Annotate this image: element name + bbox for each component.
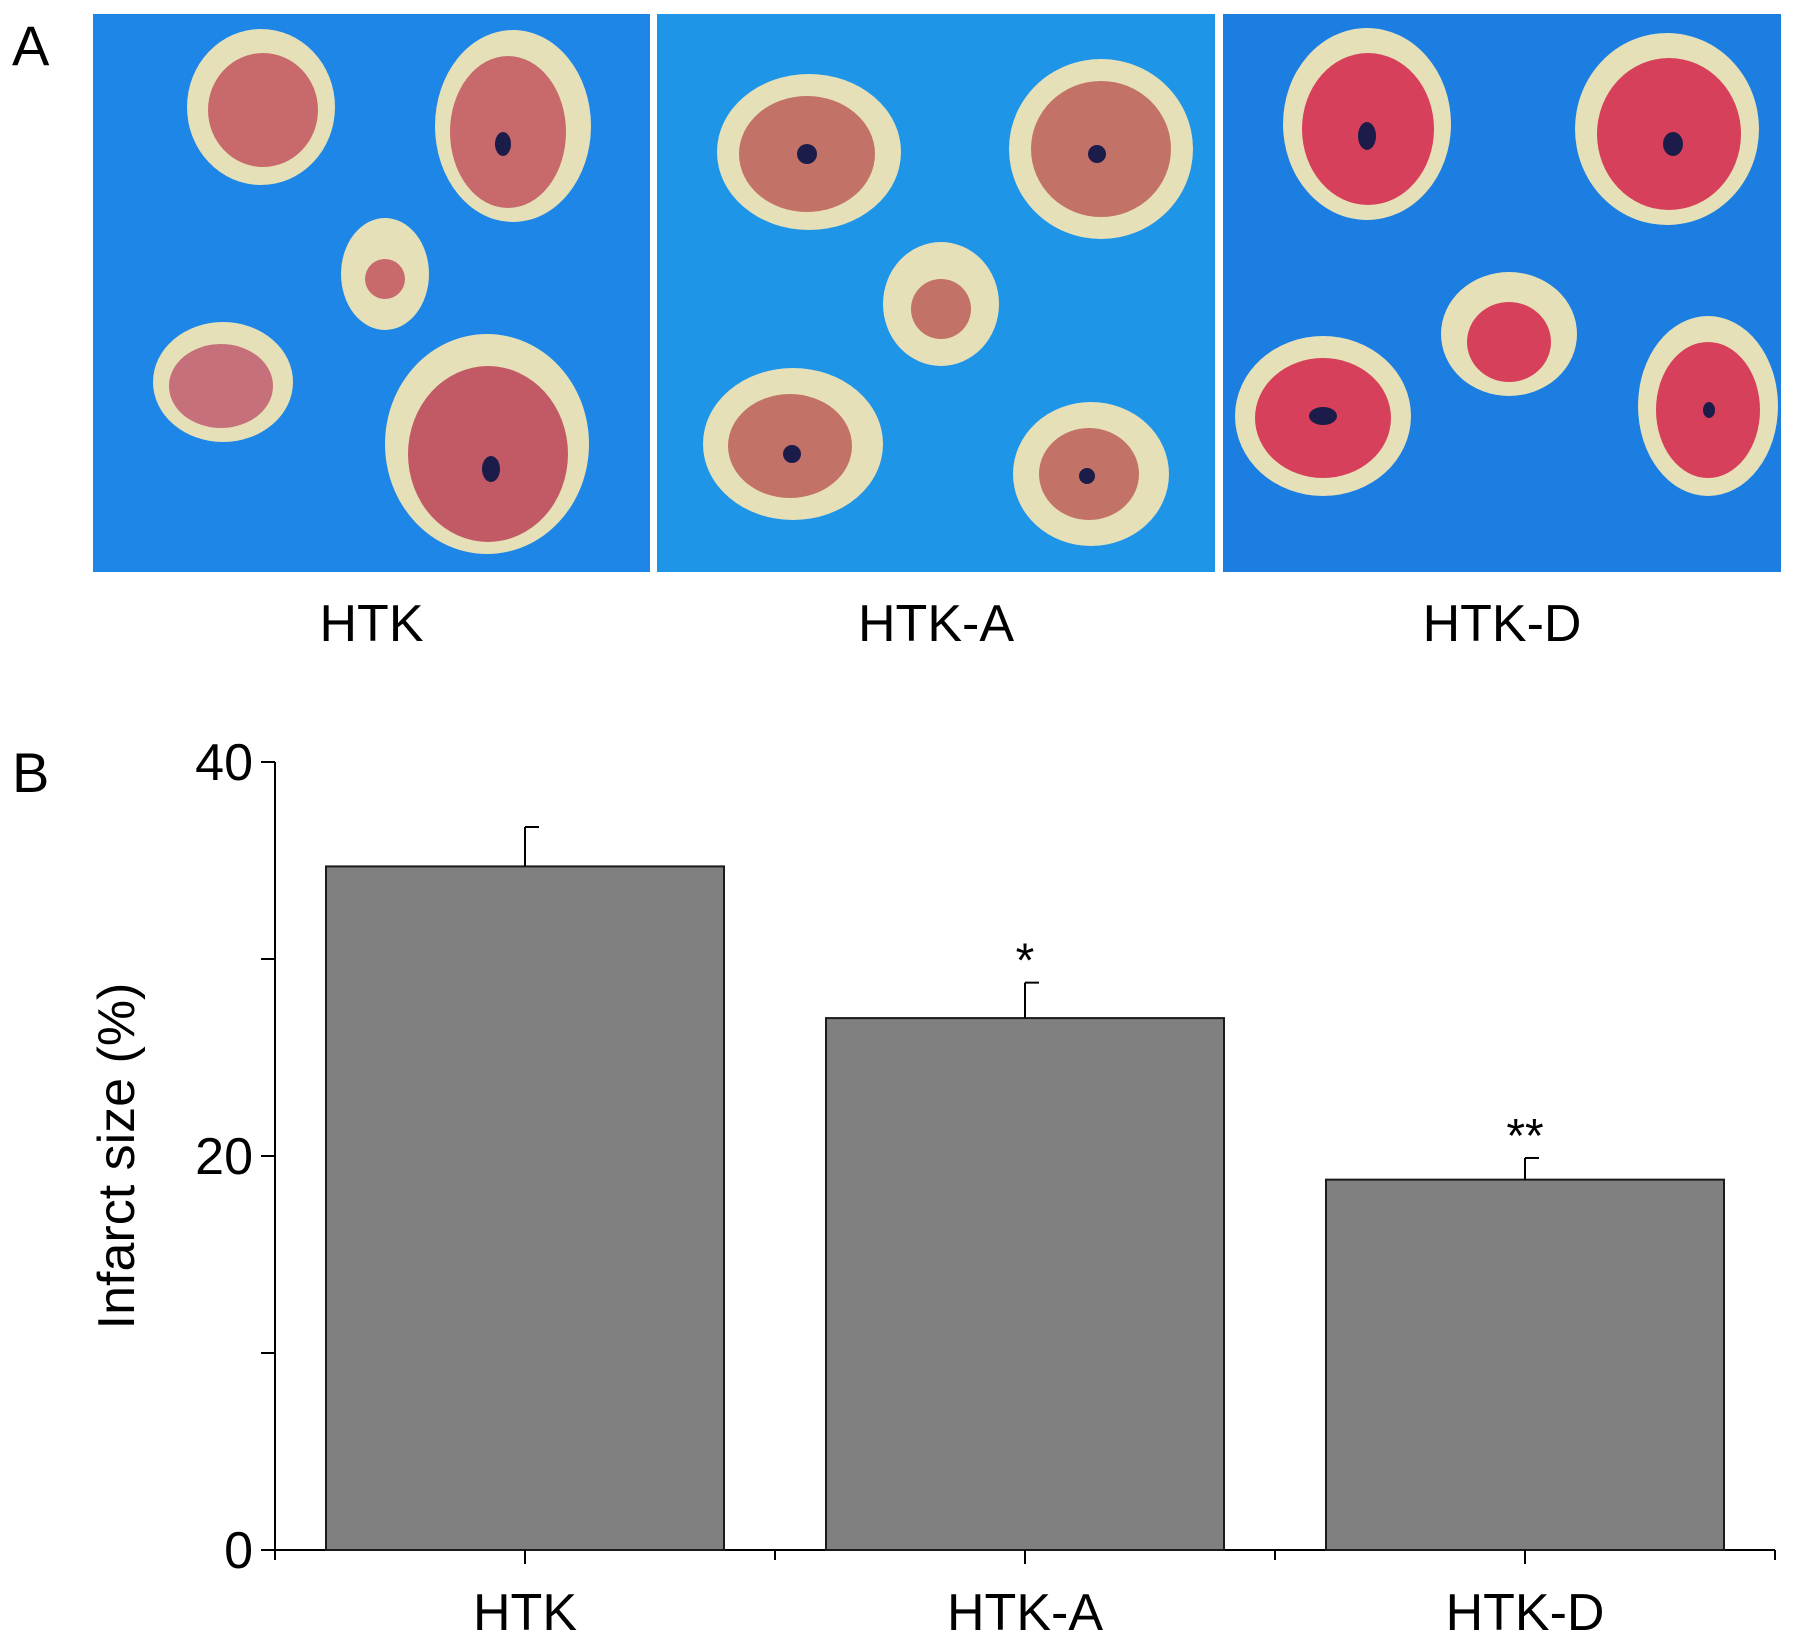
heart-slices-htk-d-image [1223,14,1781,572]
bar-htk-d [1325,1178,1725,1551]
y-tick-label: 0 [224,1522,253,1580]
x-tick-label: HTK-A [947,1584,1103,1642]
bar-htk-a [825,1017,1225,1552]
x-tick-label: HTK [473,1584,577,1642]
panel-b-label: B [12,741,50,804]
significance-marker: * [1016,935,1035,988]
photo-caption-htk: HTK [319,595,424,653]
bar-htk [325,865,725,1552]
heart-slices-htk-a-image [657,14,1215,572]
photo-htk-a [657,14,1215,572]
y-tick-label: 20 [195,1128,253,1186]
y-axis-label: Infarct size (%) [88,983,146,1330]
photo-htk [93,14,650,572]
heart-slices-htk-image [93,14,650,572]
photo-caption-htk-d: HTK-D [1422,595,1582,653]
significance-marker: ** [1506,1110,1543,1163]
photo-caption-htk-a: HTK-A [858,595,1014,653]
infarct-size-bar-chart: 0 20 40 Infarct size (%) HTK * HTK-A ** HTK-D [88,734,1776,1642]
y-tick-label: 40 [195,734,253,792]
panel-a-label: A [12,14,50,77]
photo-htk-d [1223,14,1781,572]
x-tick-label: HTK-D [1446,1584,1605,1642]
